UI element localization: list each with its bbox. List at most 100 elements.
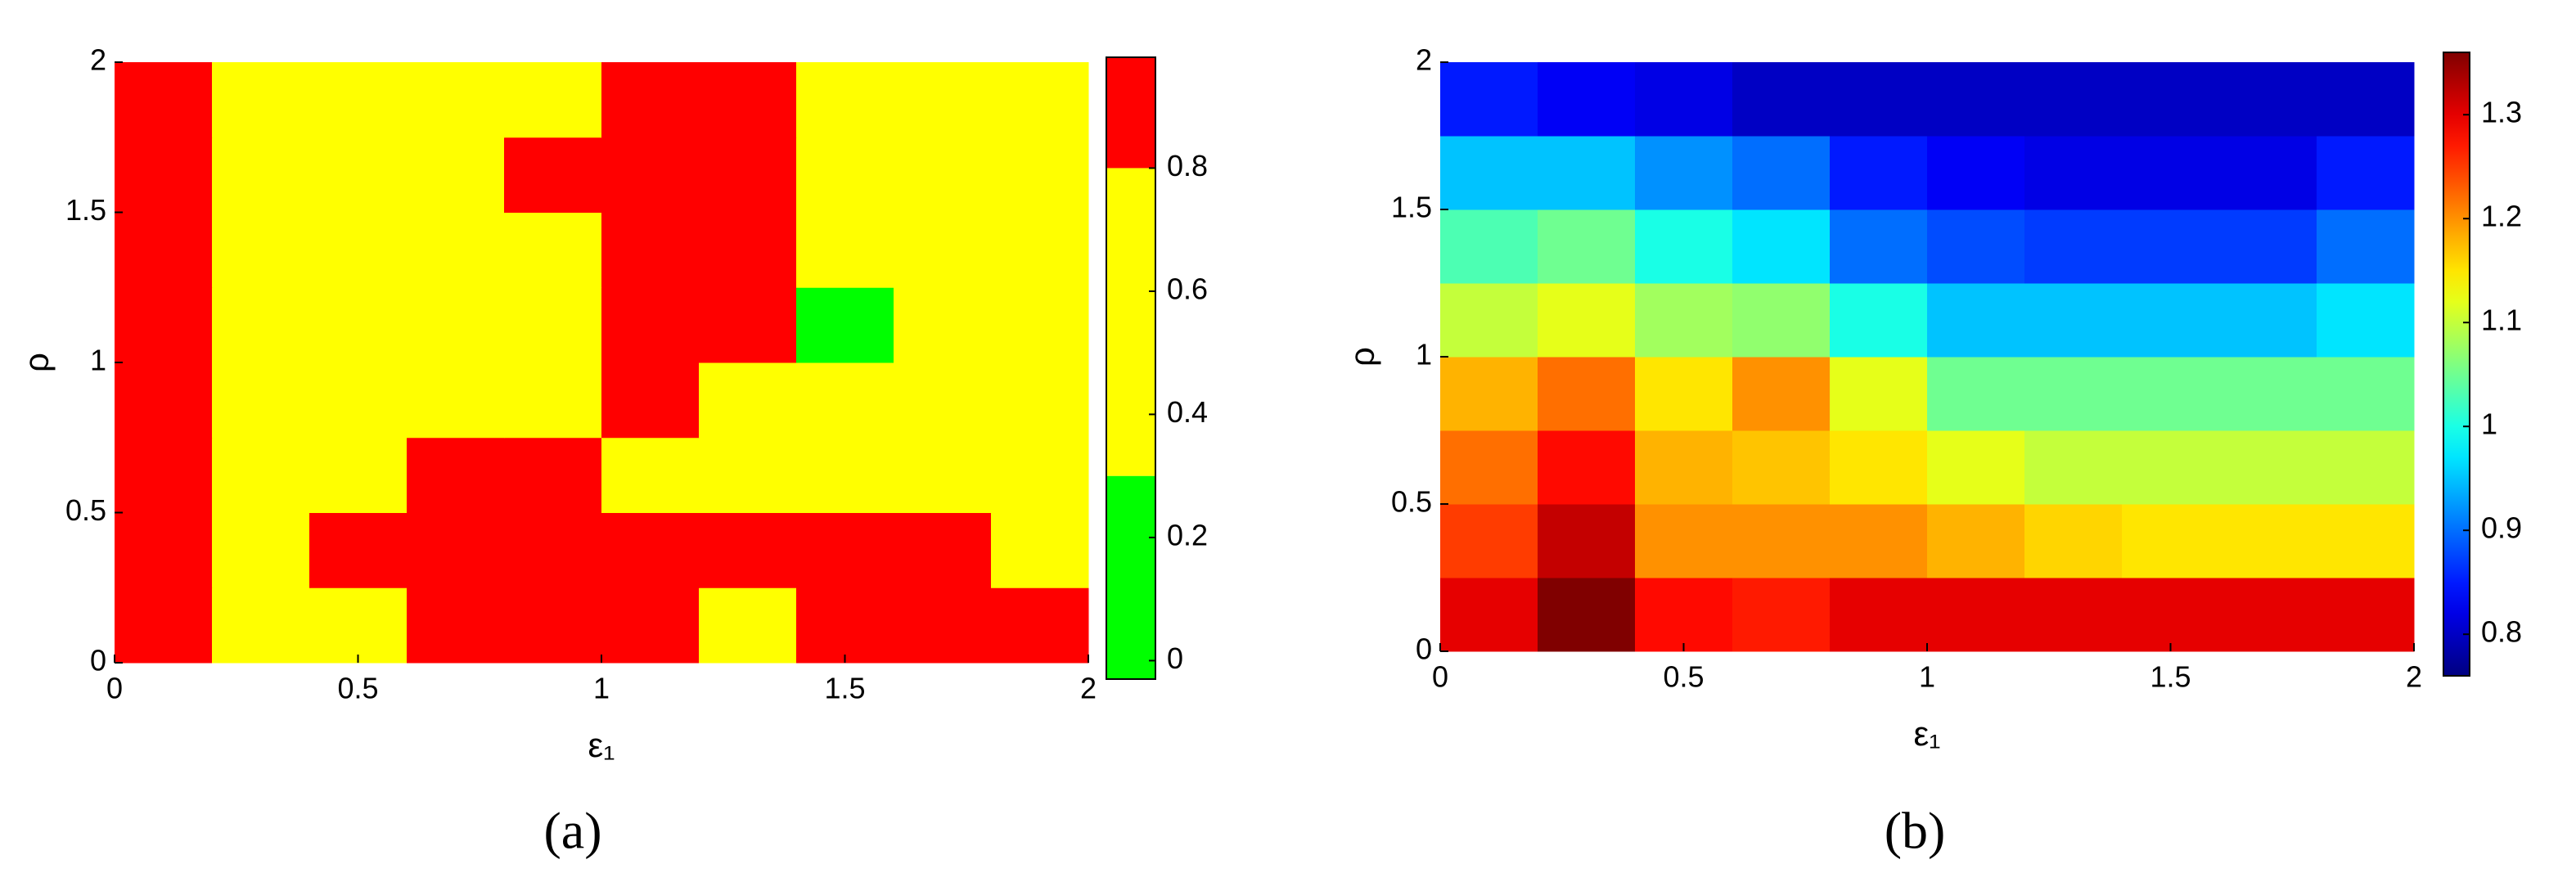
heatmap-cell [407, 437, 505, 513]
heatmap-cell [2122, 430, 2220, 505]
heatmap-cell [1732, 62, 1831, 137]
heatmap-cell [699, 437, 797, 513]
heatmap-cell [1830, 62, 1928, 137]
heatmap-cell [504, 362, 602, 439]
heatmap-cell [309, 287, 408, 363]
heatmap-cell [699, 212, 797, 288]
colorbar-tick-label: 0.9 [2481, 511, 2522, 545]
heatmap-cell [699, 512, 797, 588]
heatmap-cell [309, 362, 408, 439]
heatmap-cell [2317, 62, 2415, 137]
heatmap-cell [407, 362, 505, 439]
heatmap-cell [1830, 578, 1928, 652]
heatmap-cell [115, 212, 213, 288]
colorbar-band [1106, 475, 1155, 679]
heatmap-cell [2219, 504, 2317, 578]
colorbar-tick-label: 0 [1167, 641, 1183, 675]
heatmap-cell [1635, 357, 1733, 431]
colorbar-band [1106, 57, 1155, 169]
heatmap-cell [1732, 430, 1831, 505]
x-tick-label: 1 [1919, 660, 1935, 694]
heatmap-cell [991, 362, 1089, 439]
heatmap-cell [991, 137, 1089, 213]
heatmap-cell [1927, 357, 2025, 431]
y-tick-label: 1.5 [1391, 191, 1432, 224]
heatmap-cell [796, 512, 894, 588]
colorbar-frame [1106, 56, 1156, 680]
heatmap-cell [1538, 578, 1636, 652]
heatmap-cell [1440, 430, 1538, 505]
heatmap-cell [2317, 504, 2415, 578]
heatmap-cell [2024, 136, 2123, 210]
heatmap-cell [1440, 136, 1538, 210]
heatmap-cell [1927, 62, 2025, 137]
heatmap-cell [115, 362, 213, 439]
heatmap-cell [212, 212, 310, 288]
heatmap-cell [601, 287, 700, 363]
heatmap-cell [2317, 209, 2415, 284]
heatmap-cell [407, 287, 505, 363]
heatmap-cell [1732, 357, 1831, 431]
heatmap-cell [2219, 578, 2317, 652]
x-tick-label: 0 [1432, 660, 1448, 694]
x-axis-label: ε₁ [1914, 714, 1941, 753]
heatmap-cell [2024, 209, 2123, 284]
heatmap-cell [894, 287, 992, 363]
colorbar-band [1106, 168, 1155, 476]
heatmap-cell [796, 437, 894, 513]
heatmap-cell [1635, 209, 1733, 284]
heatmap-cell [2219, 283, 2317, 358]
heatmap-cell [894, 137, 992, 213]
heatmap-cell [212, 137, 310, 213]
heatmap-cell [2024, 62, 2123, 137]
x-tick-label: 0.5 [337, 672, 378, 705]
heatmap-cell [504, 62, 602, 138]
heatmap-cell [699, 62, 797, 138]
heatmap-cell [1440, 62, 1538, 137]
heatmap-cell [407, 587, 505, 664]
heatmap-cell [1927, 504, 2025, 578]
heatmap-cell [2024, 504, 2123, 578]
y-tick-label: 0.5 [1391, 485, 1432, 519]
heatmap-cell [796, 212, 894, 288]
colorbar-tick-label: 0.6 [1167, 272, 1208, 305]
heatmap-cell [894, 62, 992, 138]
y-tick-label: 2 [90, 43, 106, 77]
heatmap-cell [1440, 283, 1538, 358]
heatmap-cell [894, 512, 992, 588]
heatmap-cell [212, 512, 310, 588]
heatmap-cell [309, 437, 408, 513]
heatmap-cell [2317, 357, 2415, 431]
heatmap-cell [1538, 504, 1636, 578]
heatmap-cell [991, 212, 1089, 288]
panel-label: (a) [543, 802, 601, 860]
colorbar-tick-label: 1 [2481, 407, 2497, 441]
y-tick-label: 2 [1416, 43, 1432, 77]
colorbar-tick-label: 0.2 [1167, 518, 1208, 551]
colorbar-tick-label: 0.8 [2481, 615, 2522, 649]
heatmap-cell [1830, 209, 1928, 284]
heatmap-cell [309, 587, 408, 664]
heatmap-cell [407, 62, 505, 138]
heatmap-cell [1440, 357, 1538, 431]
heatmap-cell [1927, 578, 2025, 652]
heatmap-cell [2219, 430, 2317, 505]
heatmap-cell [1440, 578, 1538, 652]
heatmap-cell [796, 362, 894, 439]
x-tick-label: 1.5 [2150, 660, 2191, 694]
heatmap-cell [1635, 62, 1733, 137]
y-axis-label: ρ [17, 353, 56, 372]
colorbar-tick-label: 0.4 [1167, 395, 1208, 429]
heatmap-cell [796, 287, 894, 363]
colorbar-tick-label: 1.1 [2481, 304, 2522, 337]
heatmap-cell [1830, 357, 1928, 431]
heatmap-cell [699, 287, 797, 363]
x-tick-label: 1.5 [824, 672, 865, 705]
heatmap-cell [1440, 504, 1538, 578]
y-tick-label: 1 [90, 344, 106, 377]
heatmap-cell [601, 62, 700, 138]
heatmap-cell [601, 437, 700, 513]
heatmap-cell [1635, 504, 1733, 578]
heatmap-cell [1538, 283, 1636, 358]
